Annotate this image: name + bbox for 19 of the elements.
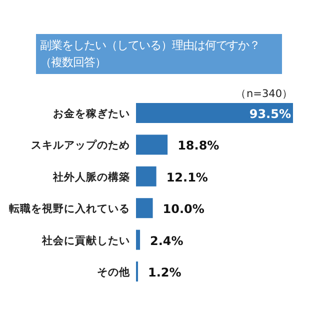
data-label: 10.0% [162, 202, 204, 216]
data-label: 18.8% [178, 138, 220, 153]
data-label: 93.5% [249, 107, 291, 121]
y-tick-label: 社会に貢献したい [41, 234, 130, 247]
bar [136, 103, 293, 123]
y-tick-label: 転職を視野に入れている [8, 202, 130, 216]
title: 副業をしたい（している）理由は何ですか？（複数回答） [36, 34, 282, 74]
y-tick-label: その他 [97, 266, 131, 278]
bar [136, 166, 156, 186]
y-tick-label: 社外人脈の構築 [52, 170, 130, 184]
bar [136, 134, 168, 155]
annotation: （n=340） [236, 88, 293, 100]
data-label: 2.4% [150, 234, 184, 248]
data-label: 1.2% [148, 266, 182, 280]
y-tick-label: お金を稼ぎたい [53, 107, 130, 120]
bar [136, 230, 140, 250]
bar [136, 198, 153, 218]
y-tick-label: スキルアップのため [31, 138, 130, 152]
data-label: 12.1% [166, 170, 208, 184]
